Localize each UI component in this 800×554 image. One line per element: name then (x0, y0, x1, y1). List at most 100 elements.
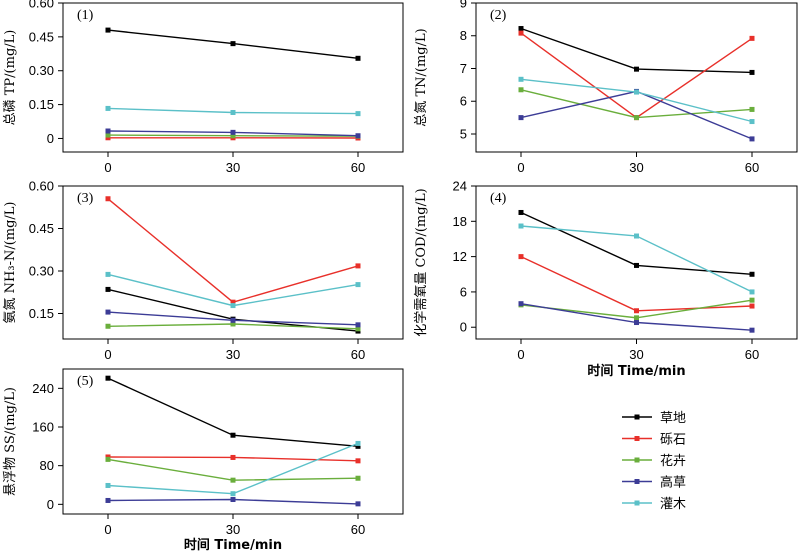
series-line-2 (107, 198, 359, 303)
panel-1: (1) 0 0.15 0.30 0.45 0.60 0 30 60 总磷 TP/(mg/L) (3, 0, 404, 175)
data-point (355, 326, 361, 332)
legend-marker (634, 457, 640, 463)
y-tick-label: 18 (453, 214, 467, 229)
data-point (355, 440, 361, 446)
panel-3: (3) 0.15 0.30 0.45 0.60 0 30 60 氨氮 NH₃-N/(mg/L) (3, 179, 404, 362)
data-point (105, 286, 111, 292)
y-tick-label: 24 (453, 179, 467, 194)
x-tick-label: 0 (104, 522, 111, 537)
data-point (355, 133, 361, 139)
plot-frame (62, 185, 404, 340)
data-point (749, 271, 755, 277)
x-tick-label: 30 (226, 522, 240, 537)
y-tick-label: 5 (460, 126, 467, 141)
y-tick-label: 240 (32, 381, 54, 396)
data-point (105, 323, 111, 329)
legend-marker (634, 479, 640, 484)
y-axis-label: 悬浮物 SS/(mg/L) (3, 387, 18, 496)
panel-label: (5) (77, 374, 94, 389)
y-tick-label: 160 (32, 420, 54, 435)
y-axis-label: 总磷 TP/(mg/L) (3, 30, 18, 126)
data-point (749, 69, 755, 75)
data-point (355, 55, 361, 61)
data-point (518, 254, 524, 260)
y-axis-label: 总氮 TN/(mg/L) (414, 28, 429, 126)
data-point (749, 289, 755, 295)
series-line-5 (107, 442, 359, 495)
y-tick-label: 0.45 (29, 221, 54, 236)
x-tick-label: 0 (104, 160, 111, 175)
data-point (355, 282, 361, 288)
y-tick-label: 8 (460, 28, 467, 43)
series-line-1 (520, 27, 753, 74)
x-tick-label: 60 (351, 160, 365, 175)
data-point (634, 89, 639, 95)
legend-label: 花卉 (660, 453, 686, 469)
data-point (749, 35, 755, 41)
y-tick-label: 0 (47, 131, 54, 146)
data-point (105, 271, 111, 277)
data-point (518, 76, 524, 82)
data-point (749, 327, 755, 333)
y-tick-label: 0 (460, 320, 467, 335)
data-point (105, 105, 111, 111)
data-point (230, 491, 236, 497)
data-point (518, 223, 524, 229)
series-line-2 (520, 32, 753, 119)
legend-label: 砾石 (660, 433, 686, 448)
data-point (749, 303, 755, 309)
data-point (105, 27, 111, 33)
y-tick-label: 0.15 (29, 306, 54, 321)
x-tick-label: 60 (351, 522, 365, 537)
data-point (634, 262, 639, 268)
data-point (105, 132, 111, 138)
x-tick-label: 30 (629, 160, 643, 175)
x-tick-label: 30 (226, 160, 240, 175)
data-point (355, 322, 361, 328)
y-tick-label: 0.60 (29, 0, 54, 11)
data-point (749, 119, 755, 125)
data-point (230, 497, 236, 502)
plot-frame (475, 2, 798, 153)
panel-4: (4) 0 6 12 18 24 0 30 60 化学需氧量 COD/(mg/L) 时间 Time/… (413, 179, 798, 379)
data-point (355, 111, 361, 117)
data-point (634, 315, 639, 321)
y-tick-label: 9 (460, 0, 467, 11)
plot-frame (62, 2, 404, 153)
legend-marker (634, 436, 640, 441)
panel-5: (5) 0 80 160 240 0 30 60 悬浮物 SS/(mg/L) 时间 Time/mi… (3, 368, 404, 553)
x-tick-label: 60 (745, 347, 759, 362)
data-point (105, 497, 111, 503)
data-point (749, 136, 755, 142)
panel-label: (1) (77, 8, 94, 23)
data-point (634, 115, 639, 121)
y-tick-label: 80 (40, 458, 54, 473)
x-tick-label: 30 (226, 347, 240, 362)
y-tick-label: 0.45 (29, 29, 54, 44)
data-point (105, 128, 111, 134)
data-point (230, 109, 236, 115)
x-tick-label: 60 (351, 347, 365, 362)
y-tick-label: 6 (460, 284, 467, 299)
series-line-3 (107, 458, 359, 481)
y-axis-label: 氨氮 NH₃-N/(mg/L) (3, 201, 18, 323)
data-point (518, 301, 524, 307)
x-axis-label: 时间 Time/min (587, 363, 685, 379)
x-axis-label: 时间 Time/min (184, 537, 282, 553)
data-point (230, 321, 236, 327)
panel-label: (4) (490, 191, 507, 206)
y-tick-label: 0 (47, 497, 54, 512)
data-point (518, 209, 524, 215)
data-point (105, 309, 111, 315)
data-point (355, 458, 361, 464)
data-point (518, 30, 524, 36)
data-point (634, 66, 639, 72)
data-point (230, 299, 236, 305)
data-point (634, 308, 639, 314)
y-tick-label: 0.30 (29, 264, 54, 279)
data-point (355, 475, 361, 481)
legend-label: 草地 (660, 411, 686, 426)
legend-marker (634, 414, 640, 420)
y-tick-label: 7 (460, 61, 467, 76)
